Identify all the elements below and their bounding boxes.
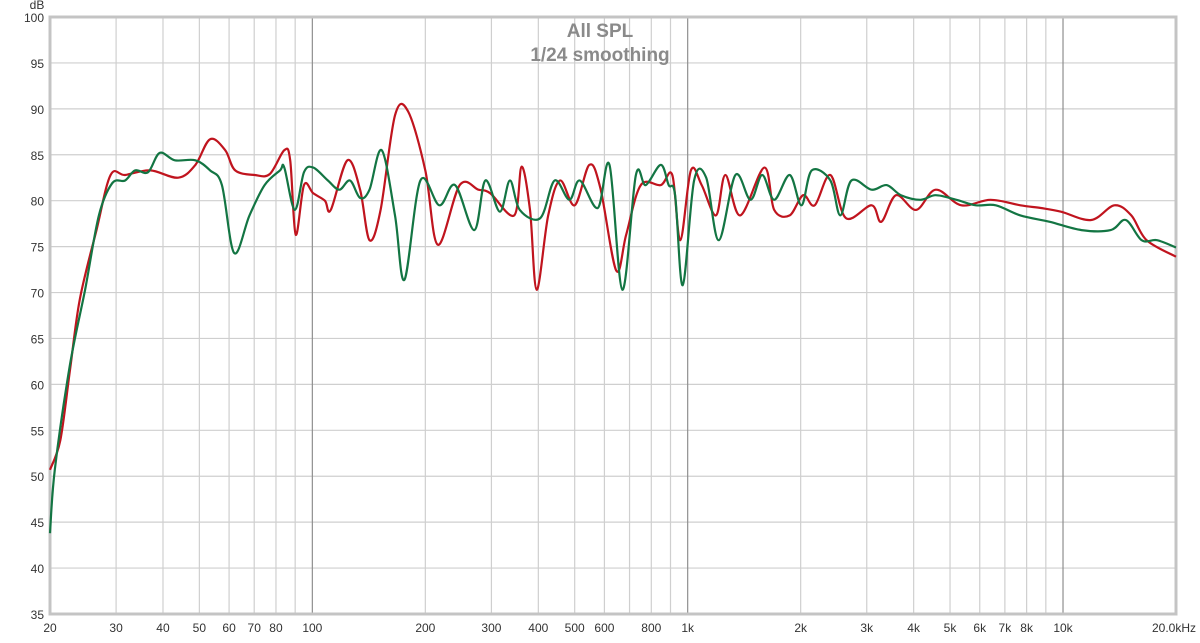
x-tick-label: 80 — [269, 621, 283, 635]
chart-title: All SPL — [567, 21, 634, 42]
x-axis-ticks: 20 30 40 50 60 70 80 100 200 300 400 500 600 800 1k 2k 3… — [43, 621, 1196, 635]
y-tick-label: 45 — [31, 516, 45, 530]
x-tick-label: 300 — [481, 621, 501, 635]
x-tick-label: 6k — [973, 621, 987, 635]
y-tick-label: 60 — [31, 378, 45, 392]
x-tick-label: 40 — [156, 621, 170, 635]
y-tick-label: 70 — [31, 287, 45, 301]
y-tick-label: 95 — [31, 57, 45, 71]
chart-subtitle: 1/24 smoothing — [530, 45, 669, 66]
y-tick-label: 35 — [31, 608, 45, 622]
y-tick-label: 40 — [31, 562, 45, 576]
x-tick-label: 3k — [860, 621, 874, 635]
x-tick-label: 100 — [302, 621, 322, 635]
y-tick-label: 75 — [31, 241, 45, 255]
y-tick-label: 100 — [24, 11, 44, 25]
x-tick-label: 800 — [641, 621, 661, 635]
x-tick-label: 30 — [109, 621, 123, 635]
x-tick-label: 70 — [248, 621, 262, 635]
y-tick-label: 80 — [31, 195, 45, 209]
series-line-1 — [48, 102, 1177, 471]
x-tick-label: 20 — [43, 621, 57, 635]
y-tick-label: 50 — [31, 470, 45, 484]
series-group — [48, 102, 1177, 534]
y-tick-label: 90 — [31, 103, 45, 117]
x-tick-label: 10k — [1053, 621, 1073, 635]
x-tick-label: 2k — [794, 621, 808, 635]
x-tick-label: 5k — [944, 621, 958, 635]
x-tick-label: 600 — [594, 621, 614, 635]
x-tick-label: 8k — [1020, 621, 1034, 635]
x-tick-label: 200 — [415, 621, 435, 635]
plot-border — [48, 15, 1178, 616]
x-tick-label: 500 — [565, 621, 585, 635]
x-tick-label: 400 — [528, 621, 548, 635]
series-line-2 — [48, 149, 1177, 534]
x-tick-label: 50 — [193, 621, 207, 635]
y-tick-label: 85 — [31, 149, 45, 163]
x-tick-label: 60 — [222, 621, 236, 635]
x-tick-label: 20.0kHz — [1152, 621, 1196, 635]
x-tick-label: 4k — [907, 621, 921, 635]
grid — [50, 17, 1176, 614]
y-tick-label: 65 — [31, 332, 45, 346]
x-tick-label: 1k — [681, 621, 695, 635]
y-tick-label: 55 — [31, 424, 45, 438]
x-tick-label: 7k — [999, 621, 1013, 635]
y-axis-label: dB — [30, 0, 45, 12]
y-axis-ticks: 35 40 45 50 55 60 65 70 75 80 85 90 95 100 — [24, 11, 44, 622]
